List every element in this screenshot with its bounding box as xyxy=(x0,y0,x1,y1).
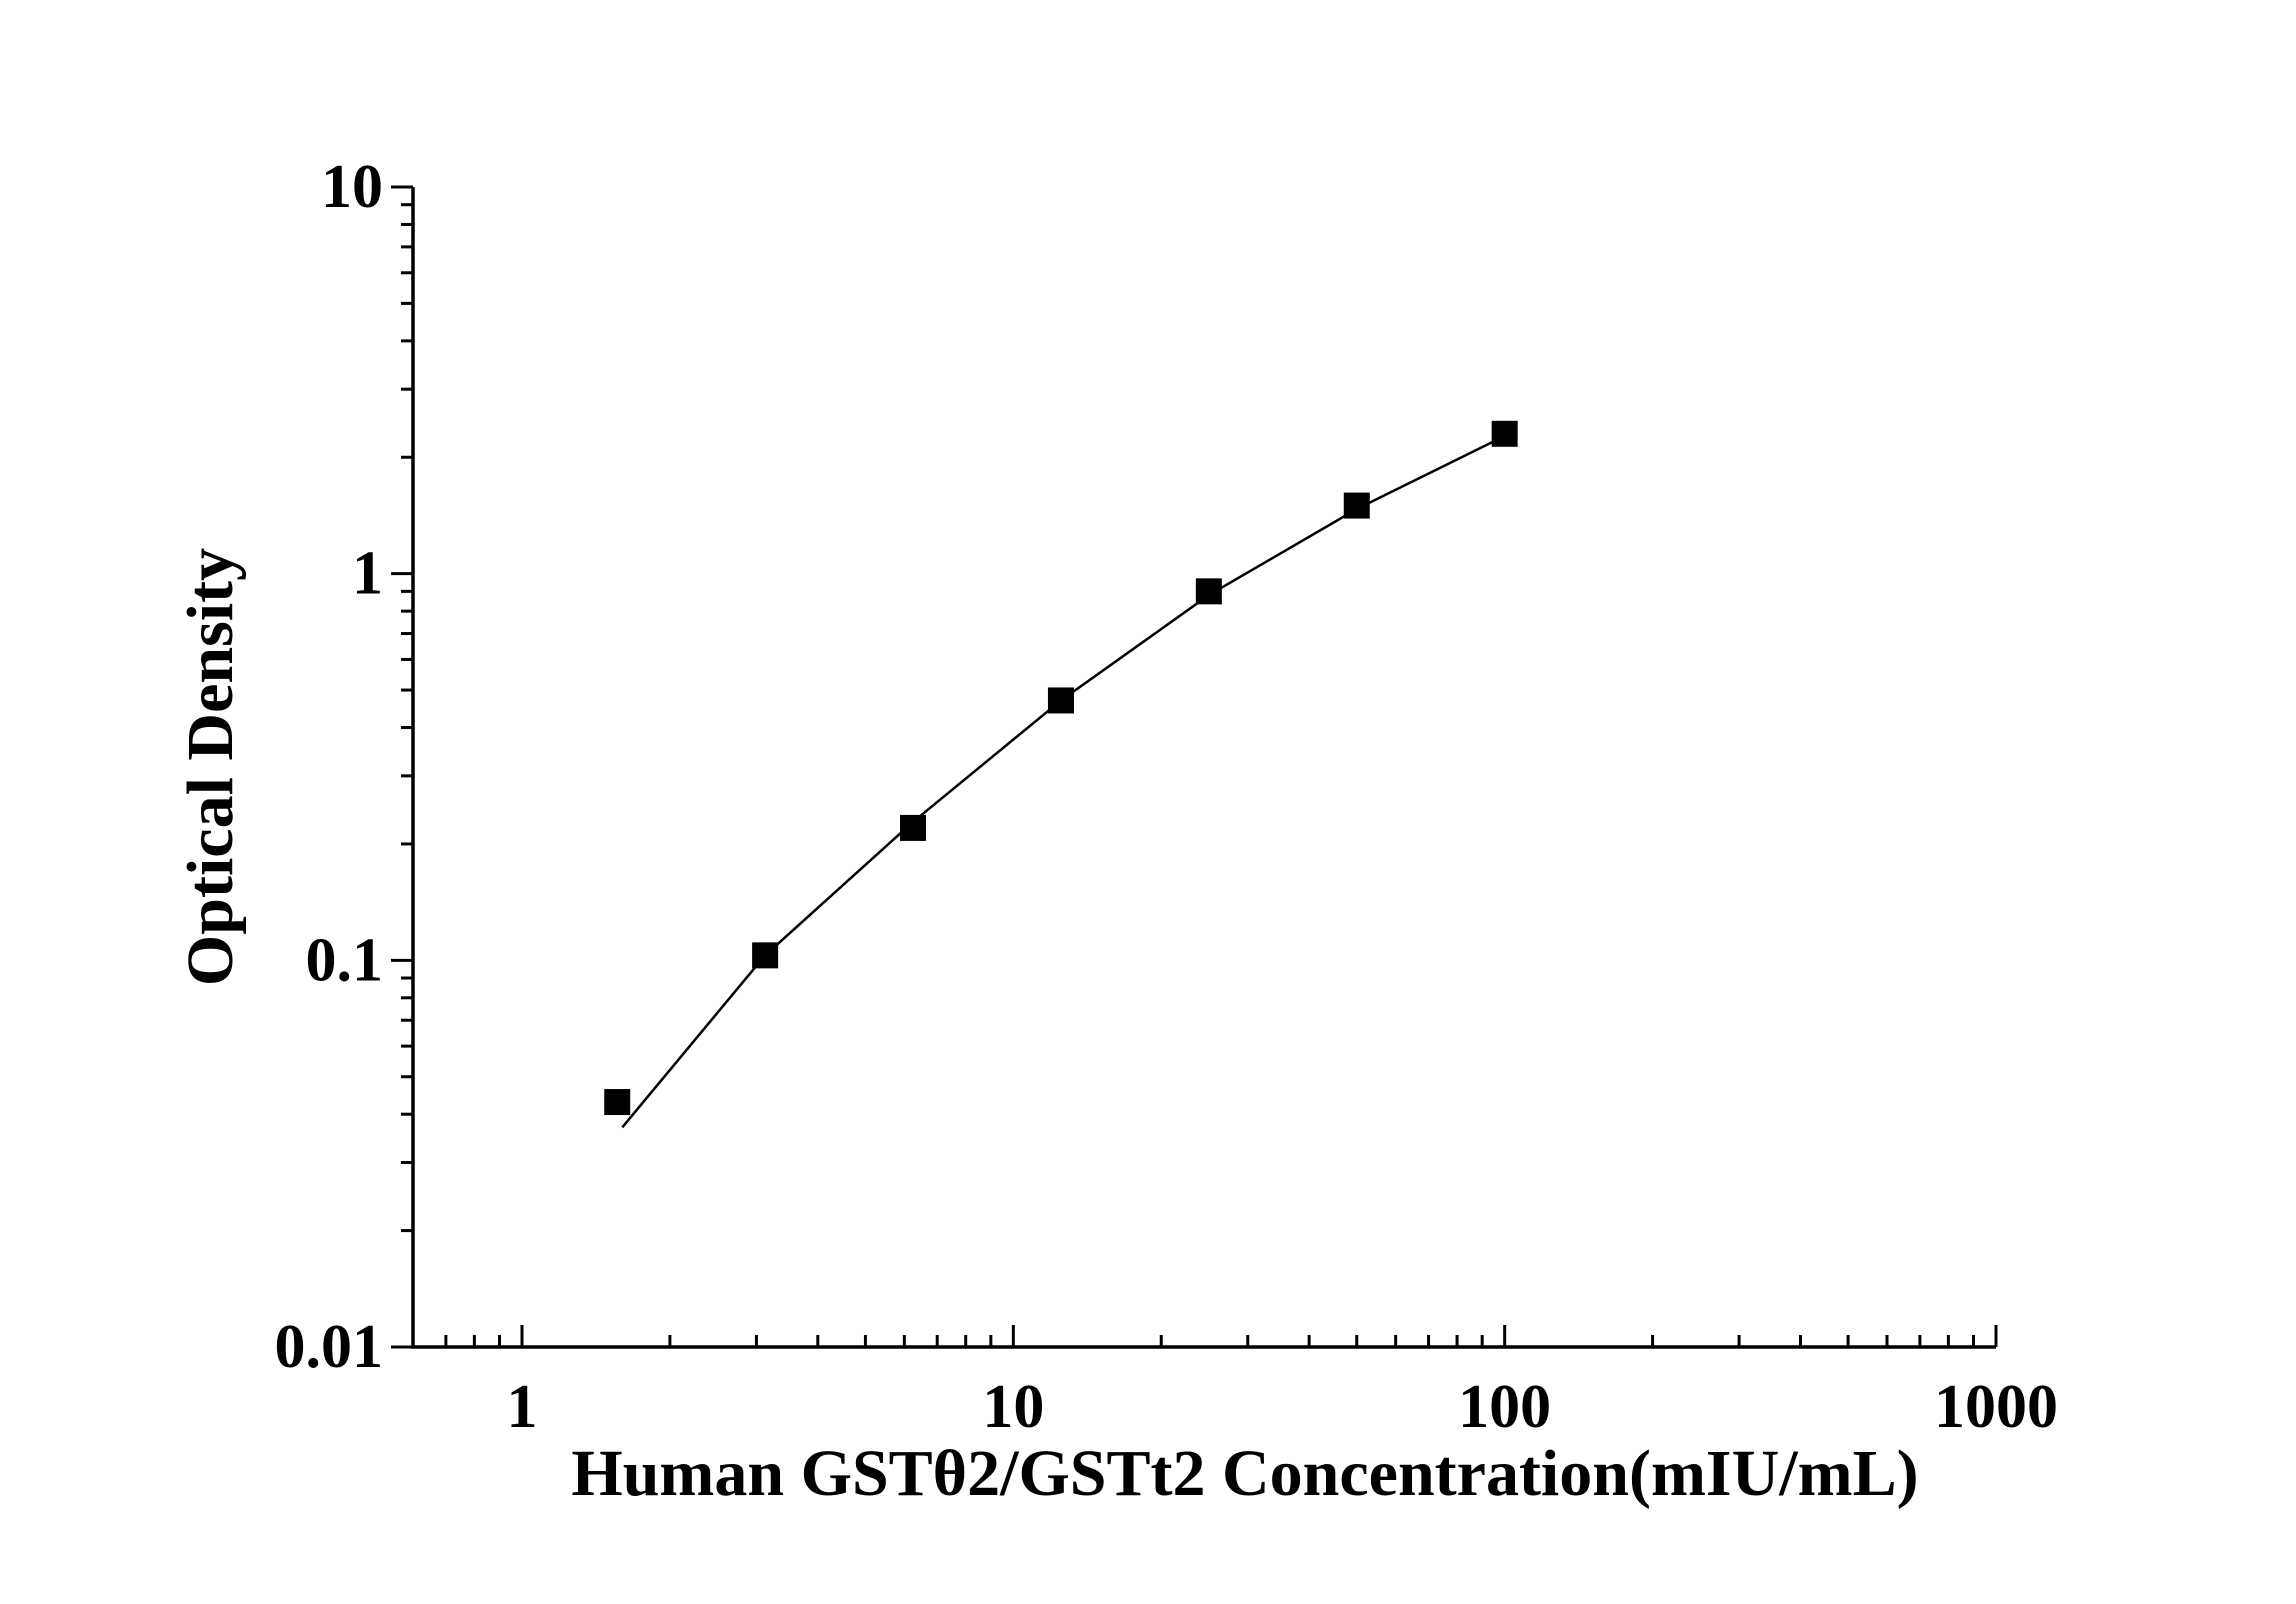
y-tick-label: 1 xyxy=(352,540,383,608)
data-point xyxy=(1195,578,1222,605)
data-points xyxy=(604,420,1518,1116)
y-axis-ticks xyxy=(391,185,413,1349)
x-tick-label: 100 xyxy=(1458,1373,1551,1441)
y-tick-label: 10 xyxy=(321,153,383,221)
y-axis-title: Optical Density xyxy=(174,548,247,986)
data-point xyxy=(752,942,779,969)
data-point xyxy=(1343,492,1370,519)
x-axis-ticks xyxy=(411,1325,1998,1347)
y-tick-label: 0.1 xyxy=(306,926,384,994)
fit-curve-group xyxy=(621,434,1506,1129)
data-point xyxy=(1491,420,1518,447)
x-tick-label: 10 xyxy=(982,1373,1044,1441)
data-point xyxy=(1047,687,1074,714)
x-tick-label: 1000 xyxy=(1934,1373,2058,1441)
x-axis-tick-labels: 1 10 100 1000 xyxy=(507,1373,2058,1441)
axes xyxy=(411,187,1996,1349)
y-tick-label: 0.01 xyxy=(275,1313,384,1381)
data-point xyxy=(900,814,927,841)
data-point xyxy=(604,1089,631,1116)
x-axis-title: Human GSTθ2/GSTt2 Concentration(mIU/mL) xyxy=(571,1437,1918,1510)
y-axis-tick-labels: 0.01 0.1 1 10 xyxy=(275,153,384,1381)
fit-curve-line xyxy=(621,434,1506,1129)
x-tick-label: 1 xyxy=(507,1373,538,1441)
